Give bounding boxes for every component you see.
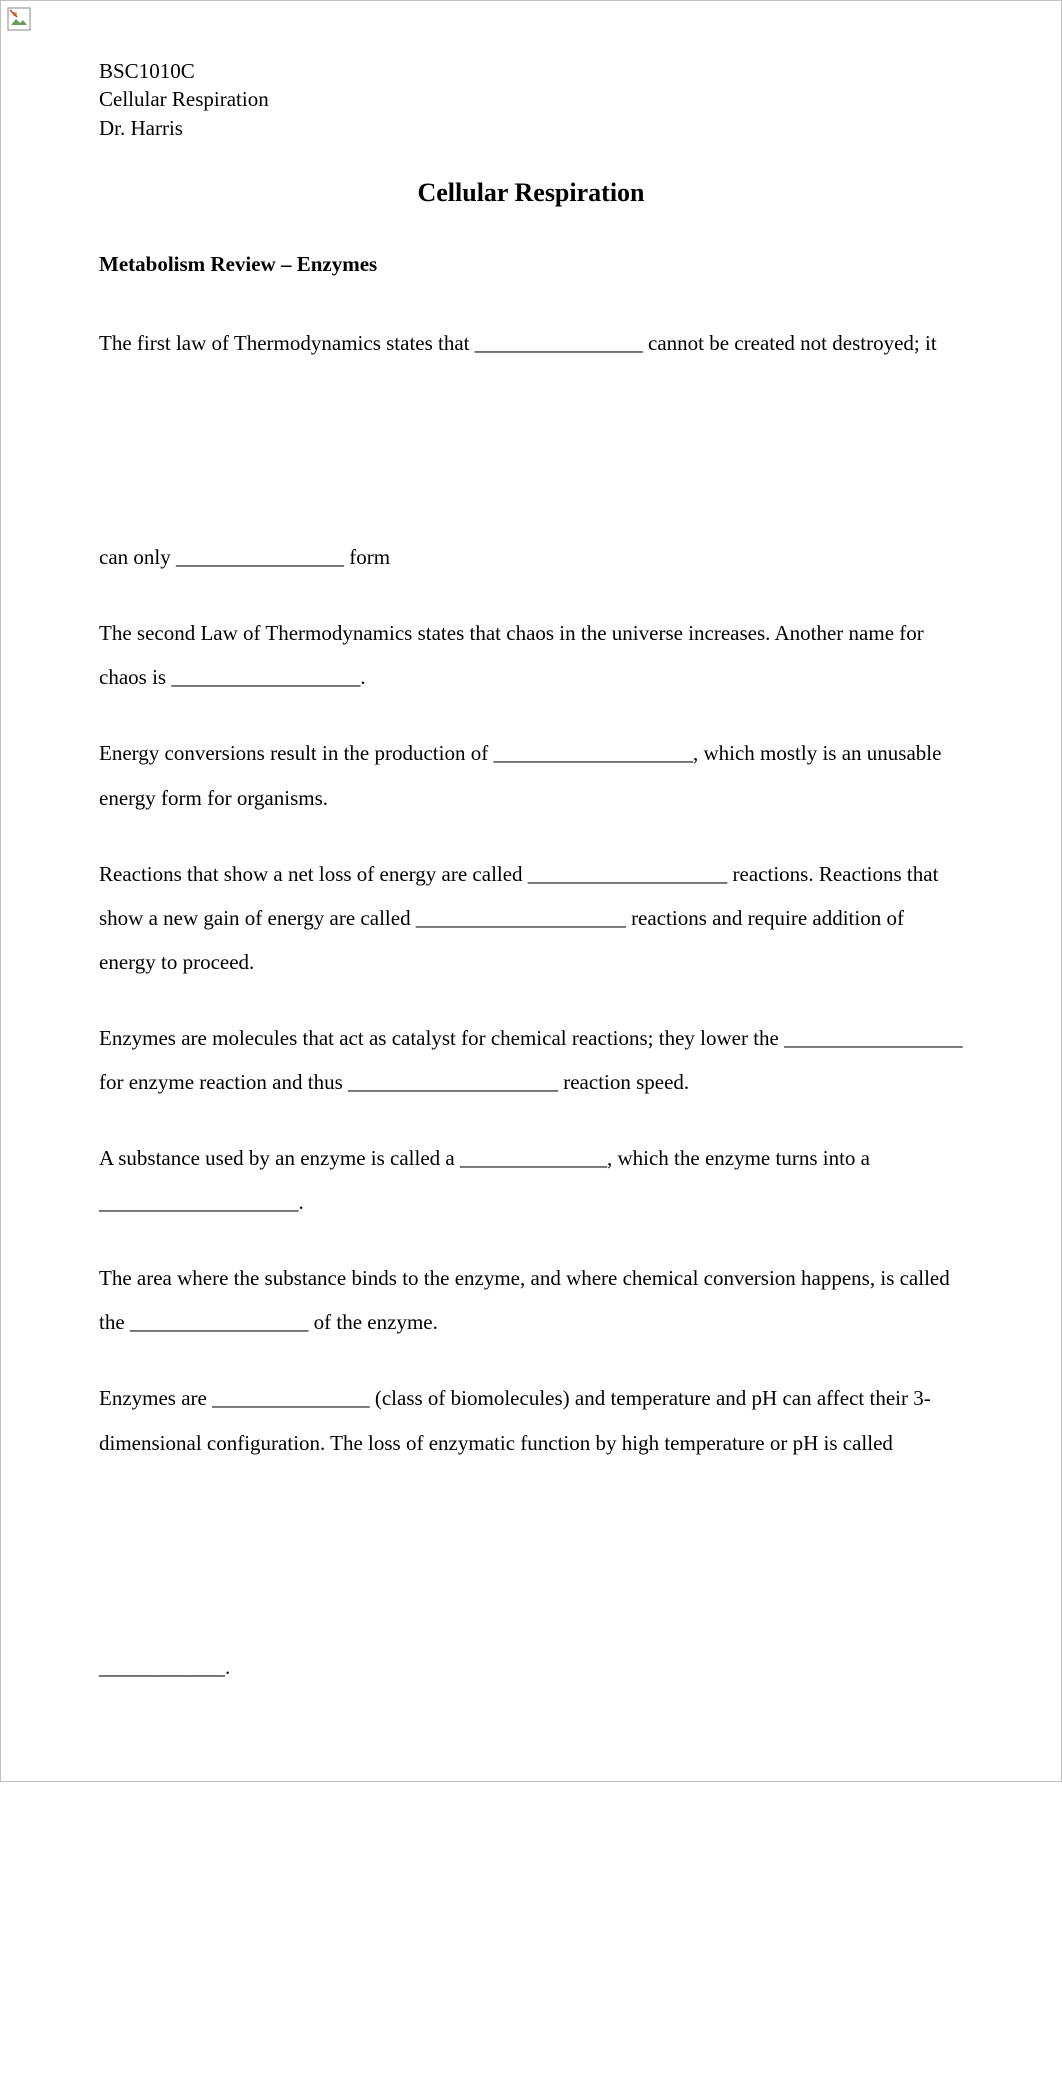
paragraph-1: The first law of Thermodynamics states t… [99, 321, 963, 365]
instructor-name: Dr. Harris [99, 114, 963, 142]
paragraph-5: Reactions that show a net loss of energy… [99, 852, 963, 984]
broken-image-icon [7, 7, 31, 31]
course-code: BSC1010C [99, 57, 963, 85]
paragraph-7: A substance used by an enzyme is called … [99, 1136, 963, 1224]
paragraph-8: The area where the substance binds to th… [99, 1256, 963, 1344]
paragraph-3: The second Law of Thermodynamics states … [99, 611, 963, 699]
course-topic: Cellular Respiration [99, 85, 963, 113]
paragraph-9: Enzymes are _______________ (class of bi… [99, 1376, 963, 1464]
paragraph-6: Enzymes are molecules that act as cataly… [99, 1016, 963, 1104]
paragraph-10: ____________. [99, 1645, 963, 1689]
paragraph-2: can only ________________ form [99, 535, 963, 579]
document-header: BSC1010C Cellular Respiration Dr. Harris [99, 57, 963, 142]
section-heading: Metabolism Review – Enzymes [99, 252, 963, 277]
document-page: BSC1010C Cellular Respiration Dr. Harris… [0, 0, 1062, 1782]
page-title: Cellular Respiration [99, 178, 963, 208]
paragraph-4: Energy conversions result in the product… [99, 731, 963, 819]
